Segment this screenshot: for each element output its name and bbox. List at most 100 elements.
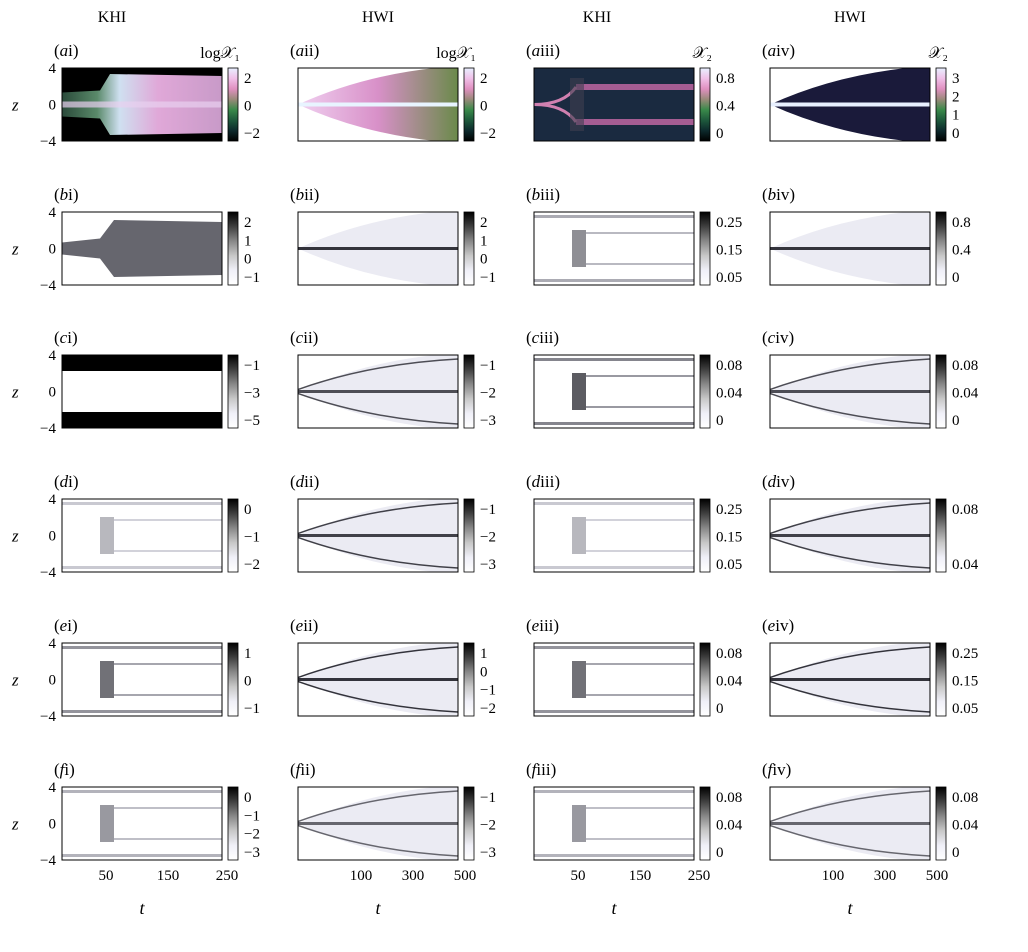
colorbar-ci — [227, 354, 239, 429]
heatmap-fi — [62, 787, 222, 860]
colorbar-tick-label: −1 — [244, 808, 260, 824]
y-tick-label: −4 — [40, 853, 56, 869]
plot-frame-aiii — [533, 67, 695, 142]
colorbar-tick-label: −1 — [480, 790, 496, 806]
panel-label-fiv: (fiv) — [762, 760, 791, 779]
panel-dii: (dii) −1 −2 −3 — [290, 472, 496, 573]
panel-label-eiv: (eiv) — [762, 616, 794, 635]
y-tick-label: −4 — [40, 565, 56, 581]
plot-frame-cii — [297, 354, 459, 429]
panel-ei: (ei)4 0 −4 z 1 0 −1 — [11, 616, 260, 725]
panel-label-eii: (eii) — [290, 616, 318, 635]
colorbar-tick-label: 0.04 — [716, 674, 743, 690]
y-tick-label: 4 — [49, 205, 57, 221]
colorbar-tick-label: 0 — [244, 252, 252, 268]
colorbar-tick-label: 2 — [952, 89, 960, 105]
colorbar-tick-label: 0.8 — [716, 71, 735, 87]
heatmap-dii — [298, 499, 458, 572]
colorbar-civ — [935, 354, 947, 429]
panel-label-ci: (ci) — [54, 328, 78, 347]
heatmap-fiv — [770, 787, 930, 860]
colorbar-tick-label: 0.25 — [716, 502, 742, 518]
heatmap-di — [62, 499, 222, 572]
panel-label-biv: (biv) — [762, 185, 795, 204]
colorbar-tick-label: 1 — [480, 646, 488, 662]
y-axis-label: z — [11, 240, 19, 259]
colorbar-tick-label: −3 — [244, 386, 260, 402]
colorbar-eii — [463, 642, 475, 717]
x-tick-label: 100 — [350, 868, 373, 884]
colorbar-tick-label: 1 — [244, 233, 252, 249]
colorbar-fiii — [699, 786, 711, 861]
y-tick-label: 0 — [49, 242, 57, 258]
colorbar-tick-label: 0.04 — [952, 818, 979, 834]
colorbar-tick-label: 0 — [716, 845, 724, 861]
heatmap-eiv — [770, 643, 930, 716]
panel-label-bii: (bii) — [290, 185, 319, 204]
colorbar-tick-label: 0.08 — [952, 502, 978, 518]
colorbar-tick-label: 0 — [716, 701, 724, 717]
colorbar-tick-label: −1 — [244, 701, 260, 717]
column-header-3: KHI — [583, 9, 611, 26]
colorbar-tick-label: 0.08 — [716, 646, 742, 662]
heatmap-biii — [534, 212, 694, 285]
panel-bii: (bii) 2 1 0 −1 — [290, 185, 496, 286]
panel-label-div: (div) — [762, 472, 795, 491]
colorbar-tick-label: −2 — [480, 701, 496, 717]
colorbar-tick-label: 0.04 — [716, 386, 743, 402]
x-tick-label: 250 — [216, 868, 239, 884]
colorbar-tick-label: −1 — [480, 358, 496, 374]
colorbar-tick-label: 0.4 — [952, 243, 971, 259]
colorbar-fiv — [935, 786, 947, 861]
x-axis-label: t — [139, 898, 145, 918]
colorbar-tick-label: 0 — [952, 126, 960, 142]
heatmap-fiii — [534, 787, 694, 860]
colorbar-fii — [463, 786, 475, 861]
y-tick-label: −4 — [40, 278, 56, 294]
panel-biii: (biii) 0.25 0.15 0.05 — [526, 185, 742, 286]
heatmap-cii — [298, 355, 458, 428]
panel-aiv: (aiv) 3 2 1 0 𝒳₂ — [762, 41, 960, 142]
x-tick-label: 50 — [99, 868, 114, 884]
colorbar-cii — [463, 354, 475, 429]
colorbar-tick-label: −1 — [244, 530, 260, 546]
panel-diii: (diii) 0.25 0.15 0.05 — [526, 472, 742, 573]
colorbar-tick-label: 0 — [952, 270, 960, 286]
plot-frame-biii — [533, 211, 695, 286]
colorbar-eiii — [699, 642, 711, 717]
heatmap-diii — [534, 499, 694, 572]
colorbar-tick-label: 0 — [244, 790, 252, 806]
colorbar-tick-label: 1 — [244, 646, 252, 662]
colorbar-aiii — [699, 67, 711, 142]
panel-label-diii: (diii) — [526, 472, 560, 491]
colorbar-bi — [227, 211, 239, 286]
plot-frame-fi — [61, 786, 223, 861]
plot-frame-ciii — [533, 354, 695, 429]
y-axis-label: z — [11, 96, 19, 115]
heatmap-ciii — [534, 355, 694, 428]
panel-label-dii: (dii) — [290, 472, 319, 491]
colorbar-label-ai: log𝒳₁ — [200, 45, 240, 62]
heatmap-bi — [62, 212, 222, 285]
colorbar-fi — [227, 786, 239, 861]
colorbar-div — [935, 498, 947, 573]
colorbar-tick-label: 0.05 — [952, 701, 978, 717]
heatmap-aiii — [534, 68, 694, 141]
colorbar-tick-label: −2 — [480, 530, 496, 546]
colorbar-ai — [227, 67, 239, 142]
plot-frame-di — [61, 498, 223, 573]
colorbar-dii — [463, 498, 475, 573]
panel-label-ai: (ai) — [54, 41, 79, 60]
x-tick-label: 150 — [629, 868, 652, 884]
colorbar-tick-label: 3 — [952, 71, 960, 87]
colorbar-tick-label: −3 — [480, 557, 496, 573]
panel-label-di: (di) — [54, 472, 79, 491]
x-tick-label: 500 — [454, 868, 477, 884]
colorbar-tick-label: 0 — [480, 664, 488, 680]
colorbar-tick-label: −5 — [244, 413, 260, 429]
y-axis-label: z — [11, 527, 19, 546]
colorbar-tick-label: 0.04 — [952, 386, 979, 402]
plot-frame-aiv — [769, 67, 931, 142]
colorbar-tick-label: 0 — [480, 99, 488, 115]
plot-frame-aii — [297, 67, 459, 142]
